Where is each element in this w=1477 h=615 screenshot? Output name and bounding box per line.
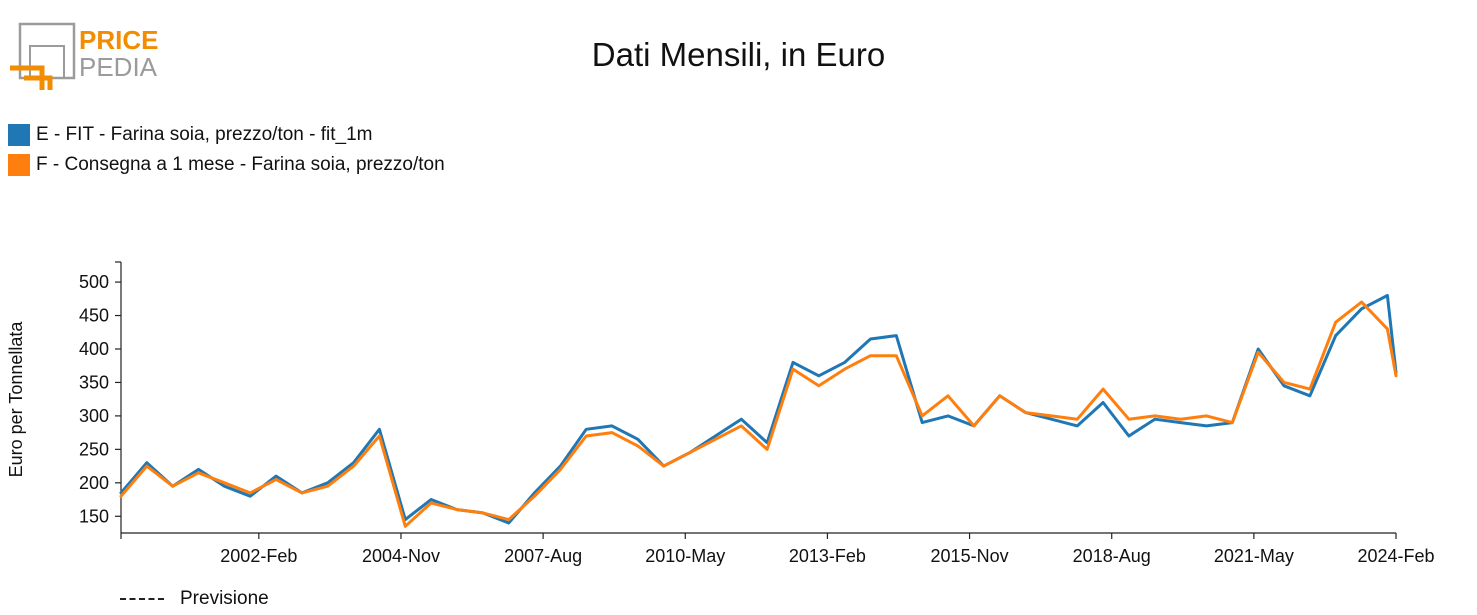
y-tick-label: 300 <box>79 406 109 426</box>
legend-item-f[interactable]: F - Consegna a 1 mese - Farina soia, pre… <box>8 150 445 180</box>
pricepedia-logo: PRICE PEDIA <box>6 20 166 95</box>
forecast-label: Previsione <box>180 588 269 609</box>
legend-swatch-f <box>8 154 30 176</box>
y-tick-label: 150 <box>79 506 109 526</box>
legend-item-e[interactable]: E - FIT - Farina soia, prezzo/ton - fit_… <box>8 120 445 150</box>
series-line-f <box>119 300 1398 528</box>
x-tick-label: 2021-May <box>1214 546 1294 566</box>
legend-label-f: F - Consegna a 1 mese - Farina soia, pre… <box>36 154 445 175</box>
forecast-legend: Previsione <box>120 588 269 610</box>
y-axis-label: Euro per Tonnellata <box>6 321 26 478</box>
legend-label-e: E - FIT - Farina soia, prezzo/ton - fit_… <box>36 124 373 145</box>
x-tick-label: 2015-Nov <box>931 546 1009 566</box>
forecast-dash-icon <box>120 598 164 600</box>
logo-text-pedia: PEDIA <box>79 52 158 82</box>
chart-title: Dati Mensili, in Euro <box>591 36 886 73</box>
legend-swatch-e <box>8 124 30 146</box>
y-tick-label: 350 <box>79 372 109 392</box>
series-line-e <box>119 294 1398 525</box>
y-tick-label: 200 <box>79 473 109 493</box>
chart-legend: E - FIT - Farina soia, prezzo/ton - fit_… <box>8 120 445 180</box>
y-tick-label: 250 <box>79 439 109 459</box>
x-tick-label: 2010-May <box>645 546 725 566</box>
y-tick-label: 500 <box>79 272 109 292</box>
x-tick-label: 2024-Feb <box>1357 546 1434 566</box>
x-tick-label: 2013-Feb <box>789 546 866 566</box>
x-tick-label: 2018-Aug <box>1073 546 1151 566</box>
y-tick-label: 400 <box>79 339 109 359</box>
y-tick-label: 450 <box>79 306 109 326</box>
x-tick-label: 2004-Nov <box>362 546 440 566</box>
x-tick-label: 2007-Aug <box>504 546 582 566</box>
logo-text-price: PRICE <box>79 25 158 55</box>
x-tick-label: 2002-Feb <box>220 546 297 566</box>
